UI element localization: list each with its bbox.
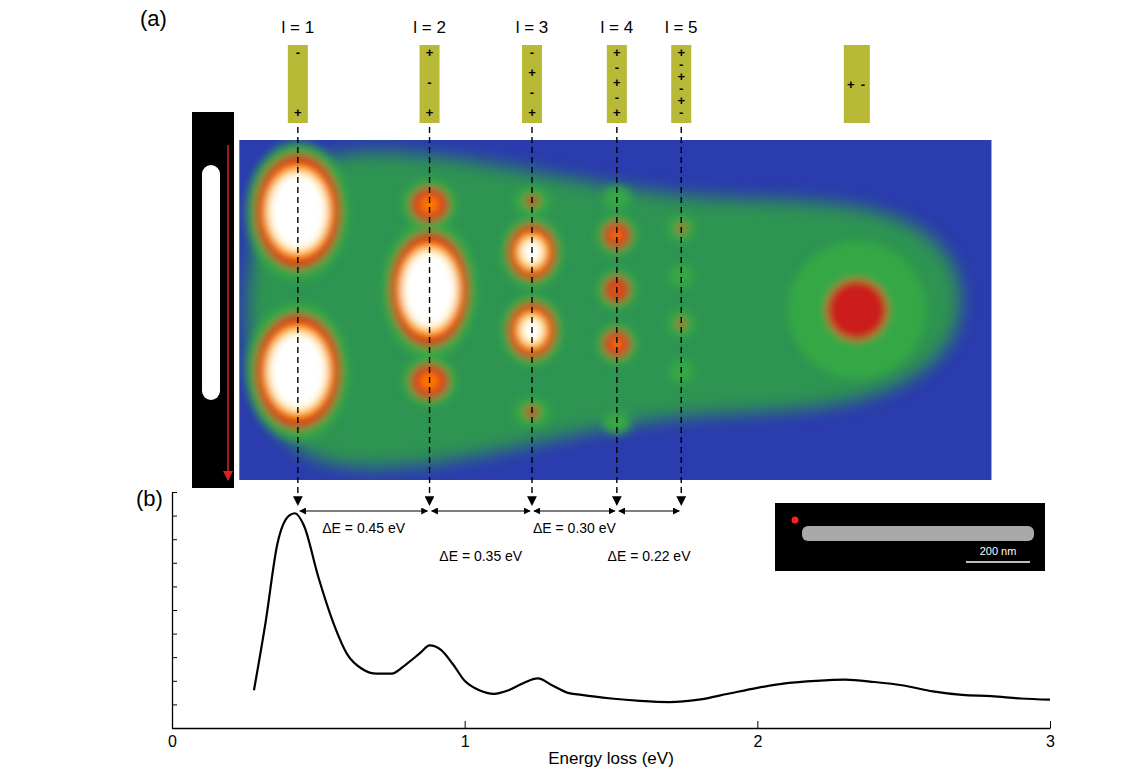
x-tick-label: 2 (753, 733, 762, 750)
y-tick-mark (172, 728, 177, 729)
y-tick (172, 728, 177, 729)
y-tick (172, 539, 177, 540)
intensity-peak (826, 280, 887, 341)
y-tick-mark (172, 492, 177, 493)
charge-box (522, 45, 542, 123)
x-tick: 2 (753, 721, 762, 750)
panel-label: (a) (140, 6, 167, 31)
intensity-peak (603, 331, 630, 358)
charge-box (844, 45, 870, 123)
mode-guide (681, 127, 682, 505)
charge-sign: + (294, 105, 302, 120)
probe-position (792, 517, 799, 524)
y-tick-mark (172, 563, 177, 564)
y-tick-mark (172, 610, 177, 611)
mode-label: l = 4 (601, 18, 634, 37)
y-tick (172, 657, 177, 658)
y-tick (172, 634, 177, 635)
y-tick (172, 586, 177, 587)
charge-sign: + (528, 65, 536, 80)
y-tick (172, 516, 177, 517)
x-tick-mark (757, 721, 758, 728)
y-axis (172, 493, 177, 729)
delta-e-arrow (432, 511, 530, 512)
mode-guide (531, 127, 532, 505)
intensity-peak (603, 222, 630, 249)
heatmap-background (239, 140, 991, 480)
x-tick: 3 (1046, 721, 1055, 750)
y-tick (172, 704, 177, 705)
intensity-peak (667, 310, 695, 337)
charge-sign: + (847, 77, 855, 92)
delta-e-arrow (619, 511, 679, 512)
nanorod (202, 165, 220, 400)
y-tick-mark (172, 681, 177, 682)
scale-bar-label: 200 nm (980, 545, 1017, 557)
figure: (a)l = 1-+l = 2+-+l = 3-+-+l = 4+-+-+l =… (0, 0, 1138, 772)
delta-e-arrow (534, 511, 615, 512)
y-tick (172, 563, 177, 564)
charge-sign: + (426, 105, 434, 120)
charge-sign: - (861, 77, 865, 92)
mode-guide (429, 127, 430, 505)
charge-box (607, 45, 627, 123)
rod-strip (192, 112, 234, 488)
y-tick-mark (172, 516, 177, 517)
diffuse-signal (247, 152, 961, 467)
charge-sign: - (530, 45, 534, 60)
mode-label: l = 3 (516, 18, 549, 37)
x-axis-title: Energy loss (eV) (548, 749, 674, 768)
mode-label: l = 2 (413, 18, 446, 37)
delta-e-label: ΔE = 0.35 eV (439, 548, 523, 564)
charge-sign: + (426, 45, 434, 60)
delta-e-arrow (300, 511, 428, 512)
charge-sign: + (613, 75, 621, 90)
y-tick (172, 492, 177, 493)
x-tick-label: 1 (461, 733, 470, 750)
x-tick-label: 0 (168, 733, 177, 750)
scan-arrow (227, 145, 229, 480)
charge-box (420, 45, 440, 123)
x-axis: 0 1 2 3 (168, 721, 1055, 750)
y-tick-mark (172, 586, 177, 587)
charge-sign: + (613, 45, 621, 60)
delta-e-label: ΔE = 0.30 eV (533, 520, 617, 536)
charge-sign: + (613, 105, 621, 120)
x-tick-label: 3 (1046, 733, 1055, 750)
y-tick-mark (172, 704, 177, 705)
charge-sign: - (615, 60, 619, 75)
y-tick (172, 681, 177, 682)
charge-sign: - (615, 90, 619, 105)
inset-background (775, 503, 1045, 571)
delta-e-label: ΔE = 0.45 eV (322, 520, 406, 536)
charge-sign: - (427, 75, 431, 90)
x-axis-line (173, 728, 1051, 729)
delta-e-label: ΔE = 0.22 eV (608, 548, 692, 564)
y-tick (172, 610, 177, 611)
x-tick-mark (465, 721, 466, 728)
heatmap-plot (247, 143, 961, 468)
charge-sign: - (530, 85, 534, 100)
y-tick-mark (172, 539, 177, 540)
charge-sign: + (528, 105, 536, 120)
panel-label: (b) (136, 486, 163, 511)
y-tick-mark (172, 657, 177, 658)
scale-bar (966, 561, 1030, 563)
y-tick-mark (172, 634, 177, 635)
charge-box (288, 45, 308, 123)
peak-blobs (247, 143, 926, 440)
mode-label: l = 5 (665, 18, 698, 37)
charge-sign: - (679, 105, 683, 120)
charge-box (671, 45, 691, 123)
mode-guide (616, 127, 617, 505)
x-tick-mark (1050, 721, 1051, 728)
intensity-peak (788, 241, 926, 378)
mode-guide (297, 127, 298, 505)
x-tick: 1 (461, 721, 470, 750)
charge-sign: - (296, 45, 300, 60)
mode-label: l = 1 (282, 18, 315, 37)
inset-nanorod (802, 526, 1034, 541)
